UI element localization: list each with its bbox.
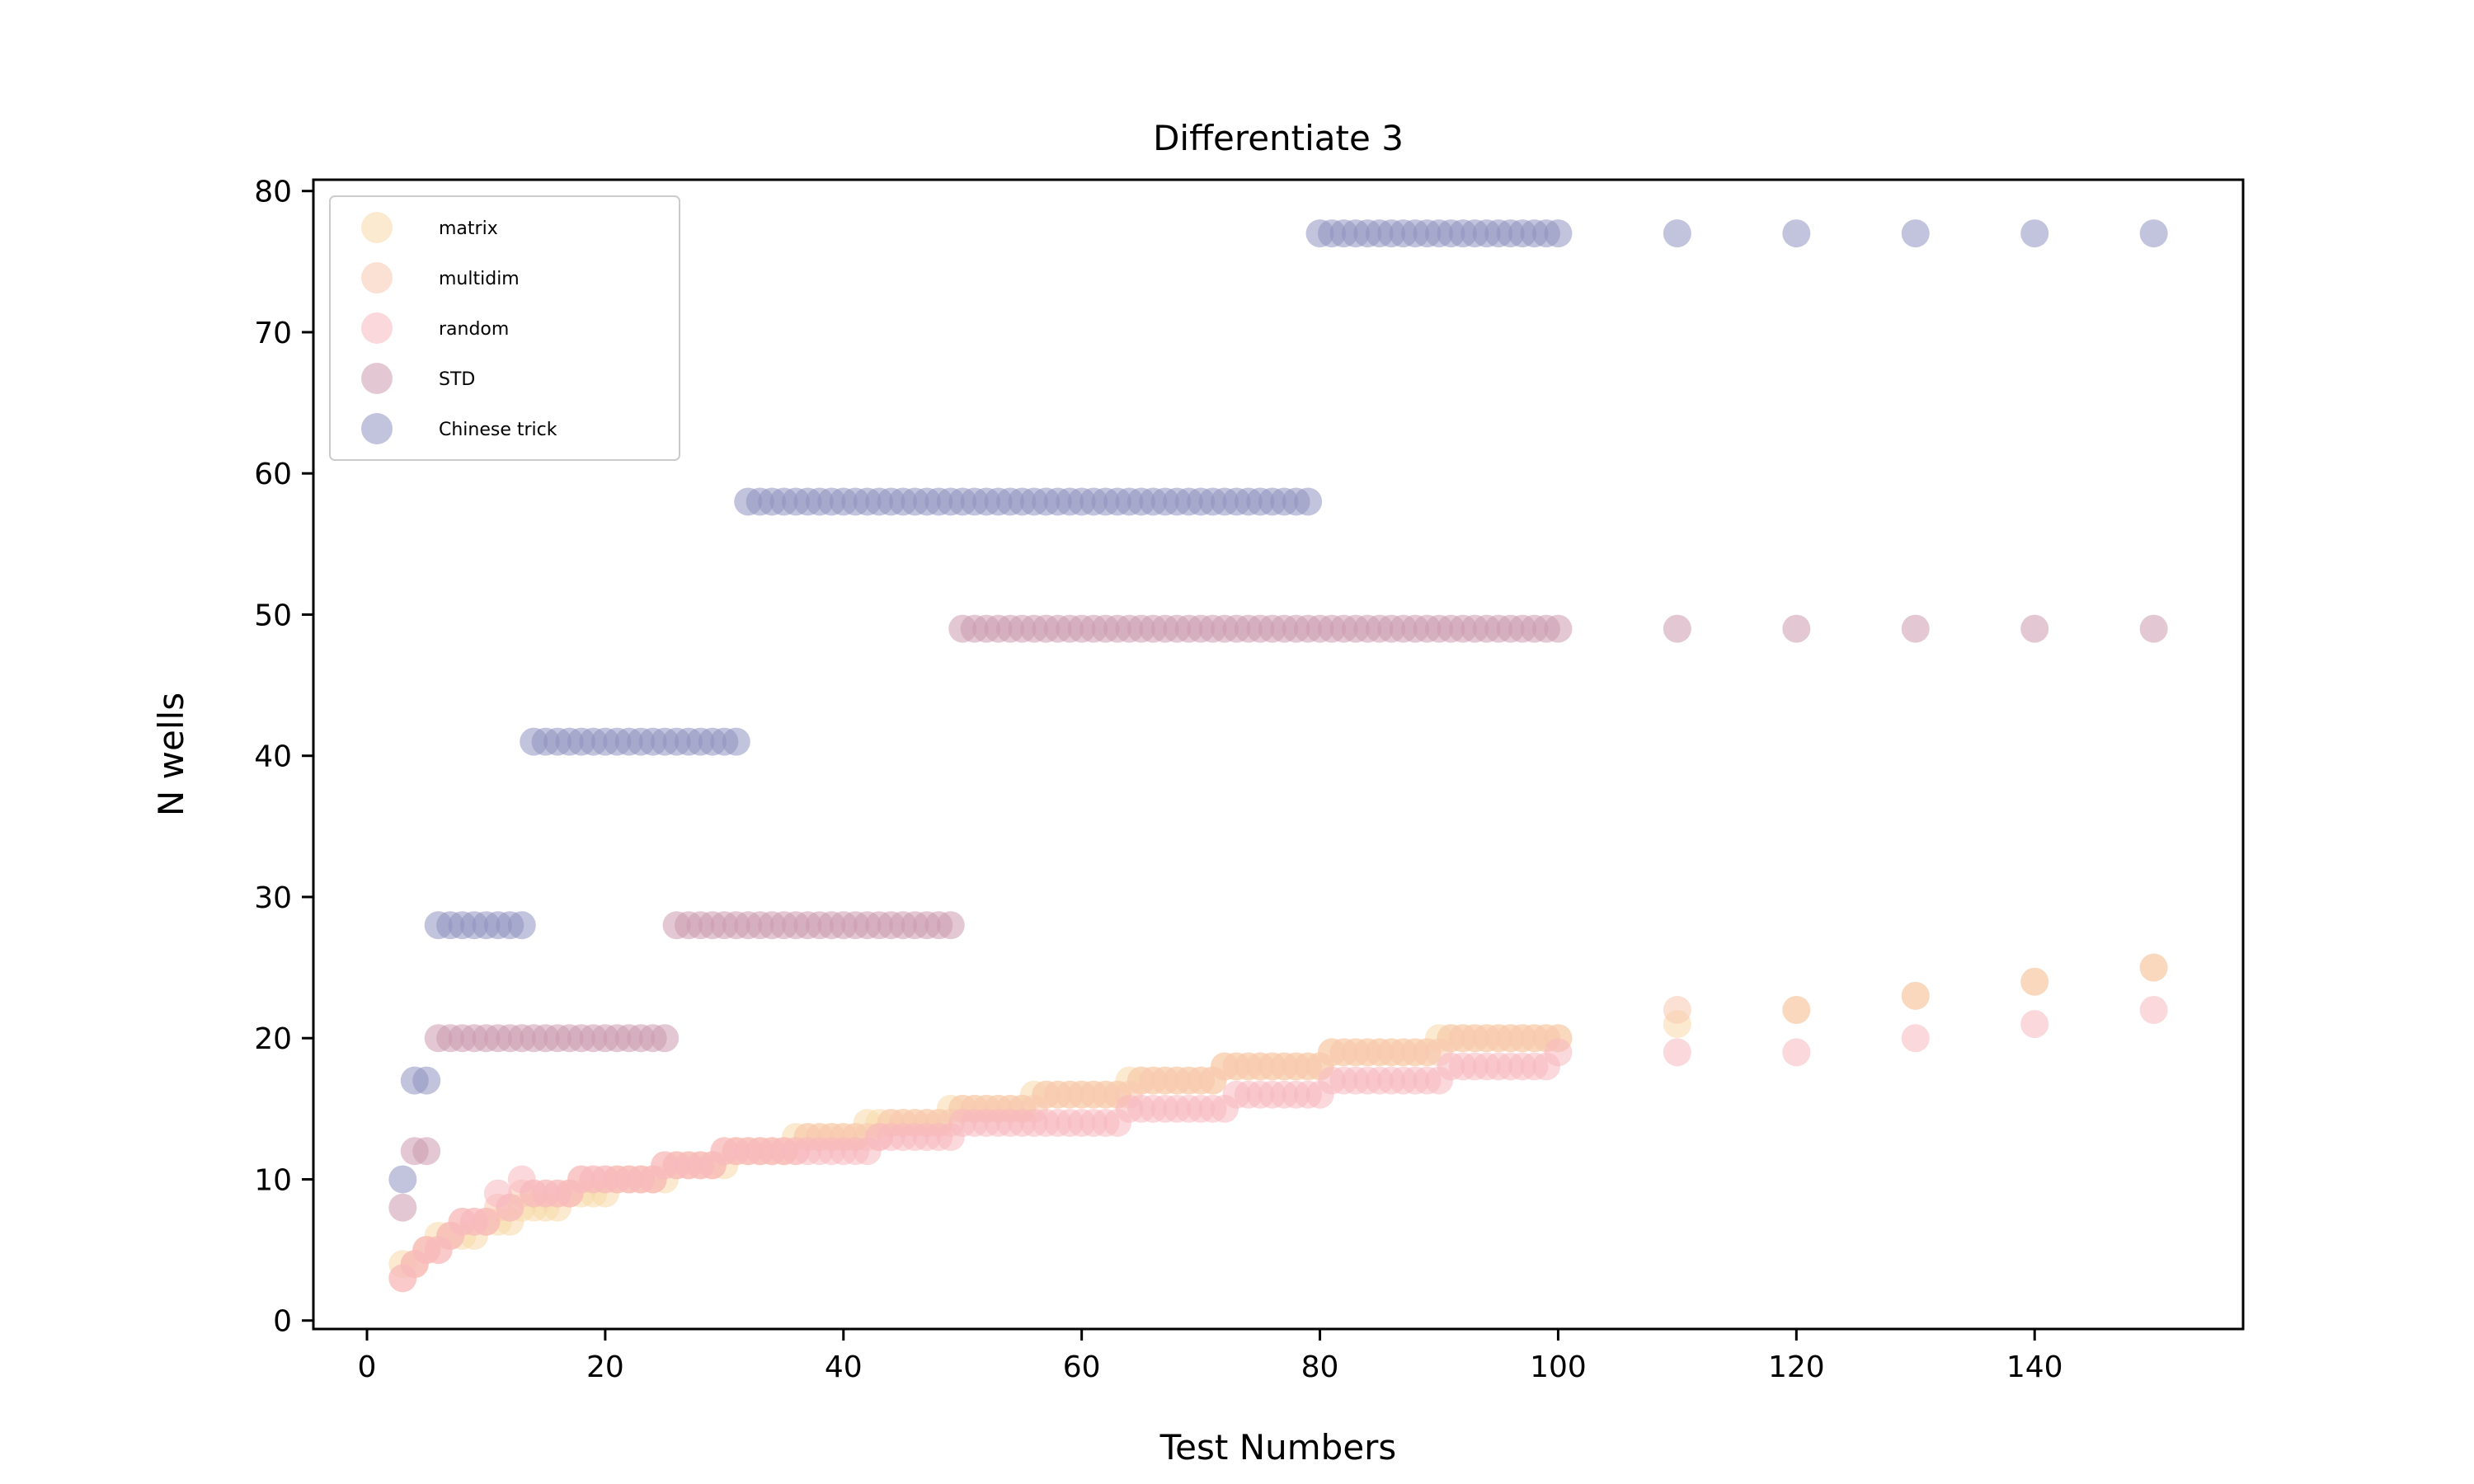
data-point <box>1782 995 1811 1024</box>
legend-label: multidim <box>439 269 520 289</box>
series-chinese-trick <box>388 219 2168 1194</box>
data-point <box>1782 1038 1811 1067</box>
x-tick-label: 100 <box>1530 1350 1587 1384</box>
x-tick-label: 60 <box>1063 1350 1101 1384</box>
data-point <box>496 1193 524 1222</box>
data-point <box>1544 1038 1573 1067</box>
y-tick-label: 10 <box>254 1163 292 1197</box>
data-point <box>1782 219 1811 248</box>
y-tick-label: 30 <box>254 881 292 915</box>
legend-marker <box>361 312 393 344</box>
x-axis-ticks: 0 20 40 60 80 100 120 140 <box>358 1329 2063 1384</box>
y-tick-label: 40 <box>254 740 292 774</box>
data-point <box>412 1066 441 1095</box>
chart-title: Differentiate 3 <box>1153 118 1404 158</box>
data-point <box>2139 995 2168 1024</box>
x-tick-label: 40 <box>825 1350 863 1384</box>
data-point <box>1294 487 1323 516</box>
data-point <box>2139 614 2168 643</box>
data-point <box>2020 967 2049 996</box>
y-axis-ticks: 0 10 20 30 40 50 60 70 80 <box>254 176 313 1339</box>
y-tick-label: 20 <box>254 1022 292 1056</box>
legend-label: STD <box>439 369 475 390</box>
legend-marker <box>361 413 393 444</box>
data-point <box>2139 219 2168 248</box>
data-point <box>2139 953 2168 982</box>
data-point <box>1663 995 1691 1024</box>
legend-marker <box>361 363 393 394</box>
data-point <box>1663 614 1691 643</box>
plot-points <box>388 219 2168 1293</box>
y-tick-label: 50 <box>254 599 292 632</box>
legend-items: matrix multidim random STD Chinese trick <box>361 212 557 444</box>
legend-box <box>329 195 680 461</box>
data-point <box>472 1207 501 1236</box>
data-point <box>388 1193 417 1222</box>
y-axis-title: N wells <box>151 693 191 816</box>
legend-label: random <box>439 319 509 340</box>
plot-area-frame <box>312 178 2245 1331</box>
data-point <box>388 1165 417 1194</box>
data-point <box>507 911 536 940</box>
series-matrix <box>388 953 2168 1279</box>
data-point <box>651 1024 680 1053</box>
data-point <box>1901 981 1930 1010</box>
x-axis-title: Test Numbers <box>1159 1427 1397 1468</box>
legend-label: Chinese trick <box>439 420 557 440</box>
y-tick-label: 0 <box>273 1305 292 1339</box>
legend: matrix multidim random STD Chinese trick <box>329 195 680 461</box>
data-point <box>412 1137 441 1166</box>
data-point <box>1663 219 1691 248</box>
data-point <box>1782 614 1811 643</box>
x-tick-label: 0 <box>358 1350 377 1384</box>
legend-label: matrix <box>439 218 498 239</box>
data-point <box>1663 1038 1691 1067</box>
x-tick-label: 20 <box>586 1350 624 1384</box>
legend-marker <box>361 212 393 243</box>
series-random <box>388 995 2168 1293</box>
y-tick-label: 60 <box>254 458 292 491</box>
data-point <box>2020 614 2049 643</box>
data-point <box>2020 1010 2049 1039</box>
data-point <box>1544 219 1573 248</box>
y-tick-label: 70 <box>254 317 292 350</box>
data-point <box>1901 1024 1930 1053</box>
series-std <box>388 614 2168 1222</box>
data-point <box>2020 219 2049 248</box>
y-tick-label: 80 <box>254 176 292 209</box>
data-point <box>1901 614 1930 643</box>
x-tick-label: 140 <box>2006 1350 2063 1384</box>
data-point <box>936 911 965 940</box>
x-tick-label: 120 <box>1768 1350 1825 1384</box>
series-multidim <box>388 953 2168 1293</box>
legend-marker <box>361 262 393 294</box>
data-point <box>1901 219 1930 248</box>
data-point <box>1544 614 1573 643</box>
data-point <box>722 727 750 756</box>
x-tick-label: 80 <box>1301 1350 1339 1384</box>
